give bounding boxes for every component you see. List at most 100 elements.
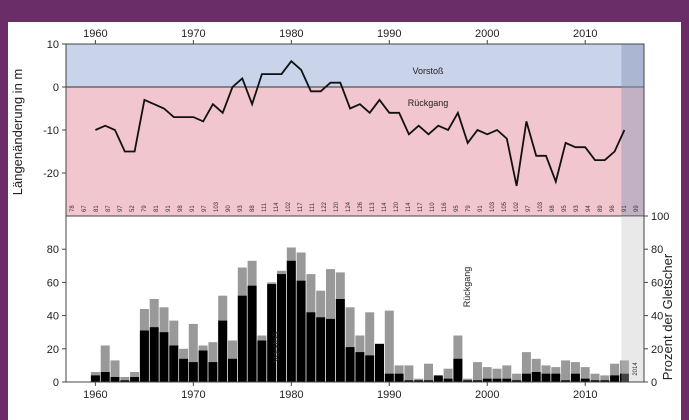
bottom-x-tick-label: 1980 — [279, 389, 303, 401]
glacier-count-label: 89 — [598, 205, 604, 212]
top-x-tick-label: 1990 — [377, 28, 401, 40]
recent-year-band — [621, 44, 644, 216]
right-y-tick-label: 80 — [651, 244, 663, 256]
bottom-axis-ticks: 1960 1970 1980 1990 2000 2010 0 20 40 60 80 0 20 40 60… — [47, 211, 670, 401]
bar-vorstoss — [110, 377, 120, 382]
bar-vorstoss — [512, 380, 522, 382]
bar-vorstoss — [139, 330, 149, 382]
bar-total — [424, 363, 433, 382]
glacier-count-label: 122 — [322, 201, 328, 212]
glacier-count-label: 98 — [550, 205, 556, 212]
glacier-count-label: 114 — [274, 202, 280, 212]
bar-total — [561, 360, 571, 382]
bar-vorstoss — [247, 285, 257, 382]
bar-total — [453, 335, 463, 382]
glacier-count-label: 52 — [130, 205, 136, 212]
glacier-count-label: 97 — [118, 205, 124, 212]
bar-vorstoss — [384, 373, 394, 382]
bar-vorstoss — [610, 375, 620, 382]
bottom-y-tick-label: 20 — [47, 344, 59, 356]
bar-total — [619, 360, 629, 382]
bar-vorstoss — [326, 318, 335, 382]
bar-vorstoss — [619, 373, 629, 382]
right-y-tick-label: 60 — [651, 277, 663, 289]
bottom-x-tick-label: 1990 — [377, 389, 401, 401]
glacier-count-label: 103 — [538, 201, 544, 212]
right-y-tick-label: 20 — [651, 344, 663, 356]
glacier-count-label: 111 — [310, 202, 316, 212]
bar-vorstoss — [433, 375, 443, 382]
glacier-count-label: 111 — [262, 202, 268, 212]
top-y-tick-label: 10 — [47, 39, 59, 51]
glacier-percent-bars — [90, 216, 644, 382]
bar-vorstoss — [502, 378, 512, 382]
bar-vorstoss — [551, 373, 561, 382]
glacier-count-label: 114 — [382, 202, 388, 212]
year-2014-marker: 2014 — [633, 362, 639, 376]
rueckgang-bar-label: Rückgang — [462, 267, 472, 308]
top-y-tick-label: -20 — [43, 168, 59, 180]
bar-vorstoss — [316, 317, 326, 382]
length-change-line — [95, 59, 626, 187]
glacier-count-label: 114 — [406, 202, 412, 212]
glacier-count-label: 97 — [526, 205, 532, 212]
bar-vorstoss — [188, 362, 198, 382]
glacier-count-label: 120 — [334, 201, 340, 212]
glacier-count-label: 91 — [166, 205, 172, 212]
bar-vorstoss — [463, 380, 473, 382]
bar-total — [531, 358, 541, 382]
glacier-count-labels: 78 67 81 87 97 52 79 81 91 98 91 97 103 90 93 88 111 114 1… — [70, 201, 640, 212]
bottom-x-tick-label: 1960 — [83, 389, 107, 401]
bar-vorstoss — [237, 295, 247, 382]
bar-total — [120, 377, 130, 382]
glacier-count-label: 126 — [358, 201, 364, 212]
bar-vorstoss — [482, 378, 492, 382]
top-y-tick-label: -10 — [43, 125, 59, 137]
length-change-panel: 1960 1970 1980 1990 2000 2010 10 0 -10 -20 78 67 81… — [10, 28, 645, 217]
rueckgang-region-label: Rückgang — [408, 98, 449, 108]
vorstoss-bar-label: Vorstoß — [271, 331, 281, 363]
region-bands — [66, 44, 644, 216]
glacier-count-label: 79 — [142, 205, 148, 212]
glacier-count-label: 79 — [466, 205, 472, 212]
bar-total — [100, 345, 110, 382]
bar-total — [188, 323, 198, 382]
bar-vorstoss — [404, 380, 414, 382]
glacier-count-label: 90 — [226, 205, 232, 212]
glacier-count-label: 116 — [442, 202, 448, 212]
bar-vorstoss — [531, 372, 541, 382]
top-x-tick-label: 2000 — [475, 28, 499, 40]
bar-vorstoss — [257, 340, 267, 382]
bar-vorstoss — [590, 380, 600, 382]
top-x-tick-label: 1980 — [279, 28, 303, 40]
glacier-count-label: 124 — [346, 201, 352, 212]
bar-vorstoss — [179, 358, 189, 382]
glacier-count-label: 87 — [106, 205, 112, 212]
bar-vorstoss — [100, 372, 110, 382]
glacier-count-label: 81 — [154, 205, 160, 212]
glacier-count-label: 113 — [370, 202, 376, 212]
glacier-count-label: 91 — [622, 205, 628, 212]
bar-total — [384, 310, 394, 382]
top-panel-frame — [65, 43, 645, 217]
glacier-count-label: 94 — [586, 205, 592, 212]
bar-vorstoss — [355, 352, 365, 382]
recent-year-band-bottom — [621, 216, 644, 382]
bar-vorstoss — [492, 378, 502, 382]
bar-vorstoss — [335, 299, 345, 382]
right-y-tick-label: 40 — [651, 311, 663, 323]
bar-total — [473, 362, 482, 382]
length-change-series — [95, 59, 626, 187]
glacier-count-label: 110 — [430, 202, 436, 212]
glacier-count-label: 103 — [214, 201, 220, 212]
bar-vorstoss — [169, 345, 179, 382]
bar-vorstoss — [521, 373, 531, 382]
bar-vorstoss — [198, 350, 208, 382]
right-y-tick-label: 100 — [651, 211, 669, 223]
bar-total — [512, 373, 522, 382]
figure: 1960 1970 1980 1990 2000 2010 10 0 -10 -20 78 67 81… — [8, 22, 681, 420]
glacier-count-label: 81 — [94, 205, 100, 212]
bar-vorstoss — [306, 312, 316, 382]
glacier-count-label: 93 — [238, 205, 244, 212]
